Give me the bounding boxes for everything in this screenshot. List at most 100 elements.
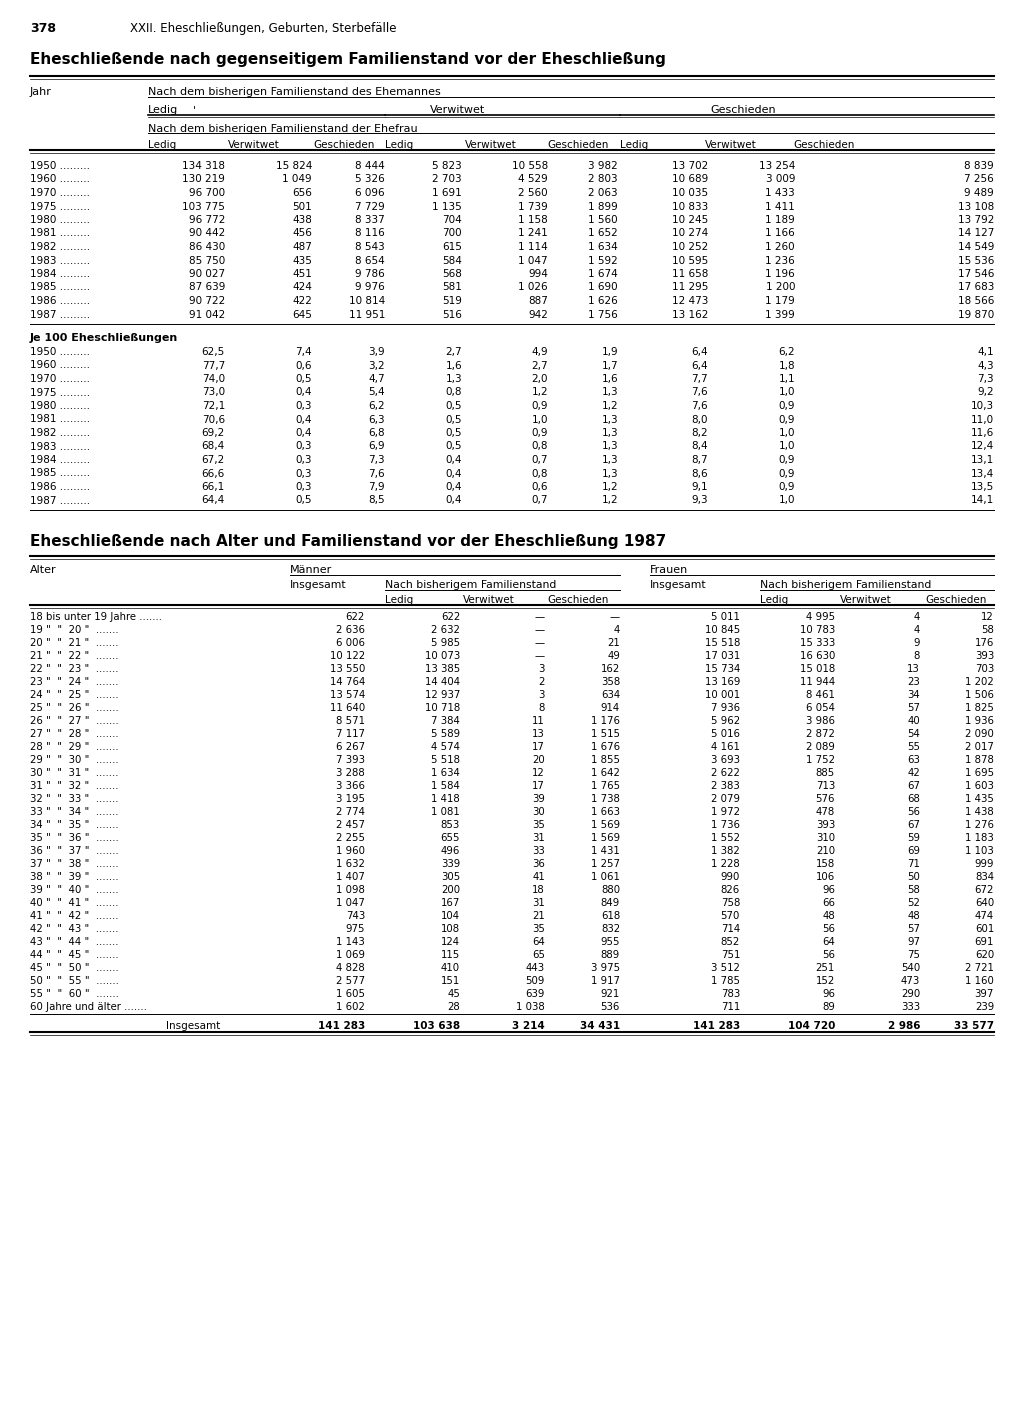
Text: 4 529: 4 529 (518, 175, 548, 185)
Text: 89: 89 (822, 1003, 835, 1012)
Text: ': ' (193, 104, 197, 114)
Text: 13 574: 13 574 (330, 690, 365, 700)
Text: 44 "  "  45 "  .......: 44 " " 45 " ....... (30, 950, 119, 960)
Text: 141 283: 141 283 (693, 1021, 740, 1031)
Text: 691: 691 (975, 938, 994, 947)
Text: 1 752: 1 752 (806, 755, 835, 765)
Text: 2 636: 2 636 (336, 626, 365, 635)
Text: 90 027: 90 027 (188, 270, 225, 280)
Text: 66,6: 66,6 (202, 469, 225, 479)
Text: 11: 11 (532, 716, 545, 726)
Text: 13,5: 13,5 (971, 481, 994, 491)
Text: 540: 540 (901, 963, 920, 973)
Text: 1 407: 1 407 (336, 873, 365, 882)
Text: 4: 4 (613, 626, 620, 635)
Text: 210: 210 (816, 846, 835, 856)
Text: 887: 887 (528, 297, 548, 306)
Text: 96: 96 (822, 885, 835, 895)
Text: 1 276: 1 276 (965, 820, 994, 830)
Text: 834: 834 (975, 873, 994, 882)
Text: 9 976: 9 976 (355, 282, 385, 292)
Text: 1 098: 1 098 (336, 885, 365, 895)
Text: 1 592: 1 592 (588, 256, 618, 265)
Text: 2,7: 2,7 (531, 360, 548, 370)
Text: 42 "  "  43 "  .......: 42 " " 43 " ....... (30, 923, 119, 933)
Text: 639: 639 (525, 988, 545, 1000)
Text: 2 090: 2 090 (966, 729, 994, 738)
Text: 67: 67 (907, 820, 920, 830)
Text: 96 700: 96 700 (188, 188, 225, 198)
Text: 990: 990 (721, 873, 740, 882)
Text: 43 "  "  44 "  .......: 43 " " 44 " ....... (30, 938, 119, 947)
Text: 20: 20 (532, 755, 545, 765)
Text: 77,7: 77,7 (202, 360, 225, 370)
Text: 0,5: 0,5 (445, 415, 462, 425)
Text: 1975 .........: 1975 ......... (30, 387, 90, 398)
Text: 16 630: 16 630 (800, 651, 835, 661)
Text: 10 814: 10 814 (349, 297, 385, 306)
Text: 435: 435 (292, 256, 312, 265)
Text: 1 160: 1 160 (966, 976, 994, 986)
Text: 97: 97 (907, 938, 920, 947)
Text: 124: 124 (441, 938, 460, 947)
Text: 0,3: 0,3 (296, 455, 312, 465)
Text: 0,4: 0,4 (296, 387, 312, 398)
Text: 711: 711 (721, 1003, 740, 1012)
Text: 1986 .........: 1986 ......... (30, 297, 90, 306)
Text: 3: 3 (539, 664, 545, 674)
Text: 0,9: 0,9 (531, 428, 548, 438)
Text: 1 438: 1 438 (966, 808, 994, 818)
Text: 18: 18 (532, 885, 545, 895)
Text: 3 512: 3 512 (711, 963, 740, 973)
Text: 501: 501 (292, 202, 312, 212)
Text: 975: 975 (345, 923, 365, 933)
Text: 1960 .........: 1960 ......... (30, 175, 90, 185)
Text: 2 577: 2 577 (336, 976, 365, 986)
Text: 1987 .........: 1987 ......... (30, 309, 90, 319)
Text: 9,3: 9,3 (691, 496, 708, 505)
Text: 0,5: 0,5 (296, 496, 312, 505)
Text: 672: 672 (975, 885, 994, 895)
Text: 3 986: 3 986 (806, 716, 835, 726)
Text: 2 063: 2 063 (589, 188, 618, 198)
Text: 1 960: 1 960 (336, 846, 365, 856)
Text: 59: 59 (907, 833, 920, 843)
Text: 25 "  "  26 "  .......: 25 " " 26 " ....... (30, 703, 119, 713)
Text: 0,4: 0,4 (296, 428, 312, 438)
Text: 3 693: 3 693 (711, 755, 740, 765)
Text: 29 "  "  30 "  .......: 29 " " 30 " ....... (30, 755, 119, 765)
Text: 55: 55 (907, 741, 920, 753)
Text: 1 642: 1 642 (591, 768, 620, 778)
Text: 32 "  "  33 "  .......: 32 " " 33 " ....... (30, 794, 119, 803)
Text: 5 589: 5 589 (431, 729, 460, 738)
Text: 704: 704 (442, 215, 462, 225)
Text: 115: 115 (440, 950, 460, 960)
Text: 1 418: 1 418 (431, 794, 460, 803)
Text: 422: 422 (292, 297, 312, 306)
Text: 2 986: 2 986 (888, 1021, 920, 1031)
Text: 40: 40 (907, 716, 920, 726)
Text: 1 569: 1 569 (591, 820, 620, 830)
Text: 438: 438 (292, 215, 312, 225)
Text: Je 100 Eheschließungen: Je 100 Eheschließungen (30, 333, 178, 343)
Text: Nach dem bisherigen Familienstand des Ehemannes: Nach dem bisherigen Familienstand des Eh… (148, 88, 440, 97)
Text: 3 009: 3 009 (766, 175, 795, 185)
Text: 1 652: 1 652 (588, 229, 618, 239)
Text: 290: 290 (901, 988, 920, 1000)
Text: 4,9: 4,9 (531, 347, 548, 357)
Text: 921: 921 (601, 988, 620, 1000)
Text: 11 944: 11 944 (800, 676, 835, 688)
Text: Männer: Männer (290, 565, 332, 575)
Text: 64: 64 (532, 938, 545, 947)
Text: 1 560: 1 560 (589, 215, 618, 225)
Text: 10 689: 10 689 (672, 175, 708, 185)
Text: 48: 48 (907, 911, 920, 921)
Text: 1 552: 1 552 (711, 833, 740, 843)
Text: 0,9: 0,9 (778, 415, 795, 425)
Text: 2 560: 2 560 (518, 188, 548, 198)
Text: 8 543: 8 543 (355, 241, 385, 251)
Text: 31 "  "  32 "  .......: 31 " " 32 " ....... (30, 781, 119, 791)
Text: 5 011: 5 011 (711, 611, 740, 623)
Text: 17 546: 17 546 (957, 270, 994, 280)
Text: 8 116: 8 116 (355, 229, 385, 239)
